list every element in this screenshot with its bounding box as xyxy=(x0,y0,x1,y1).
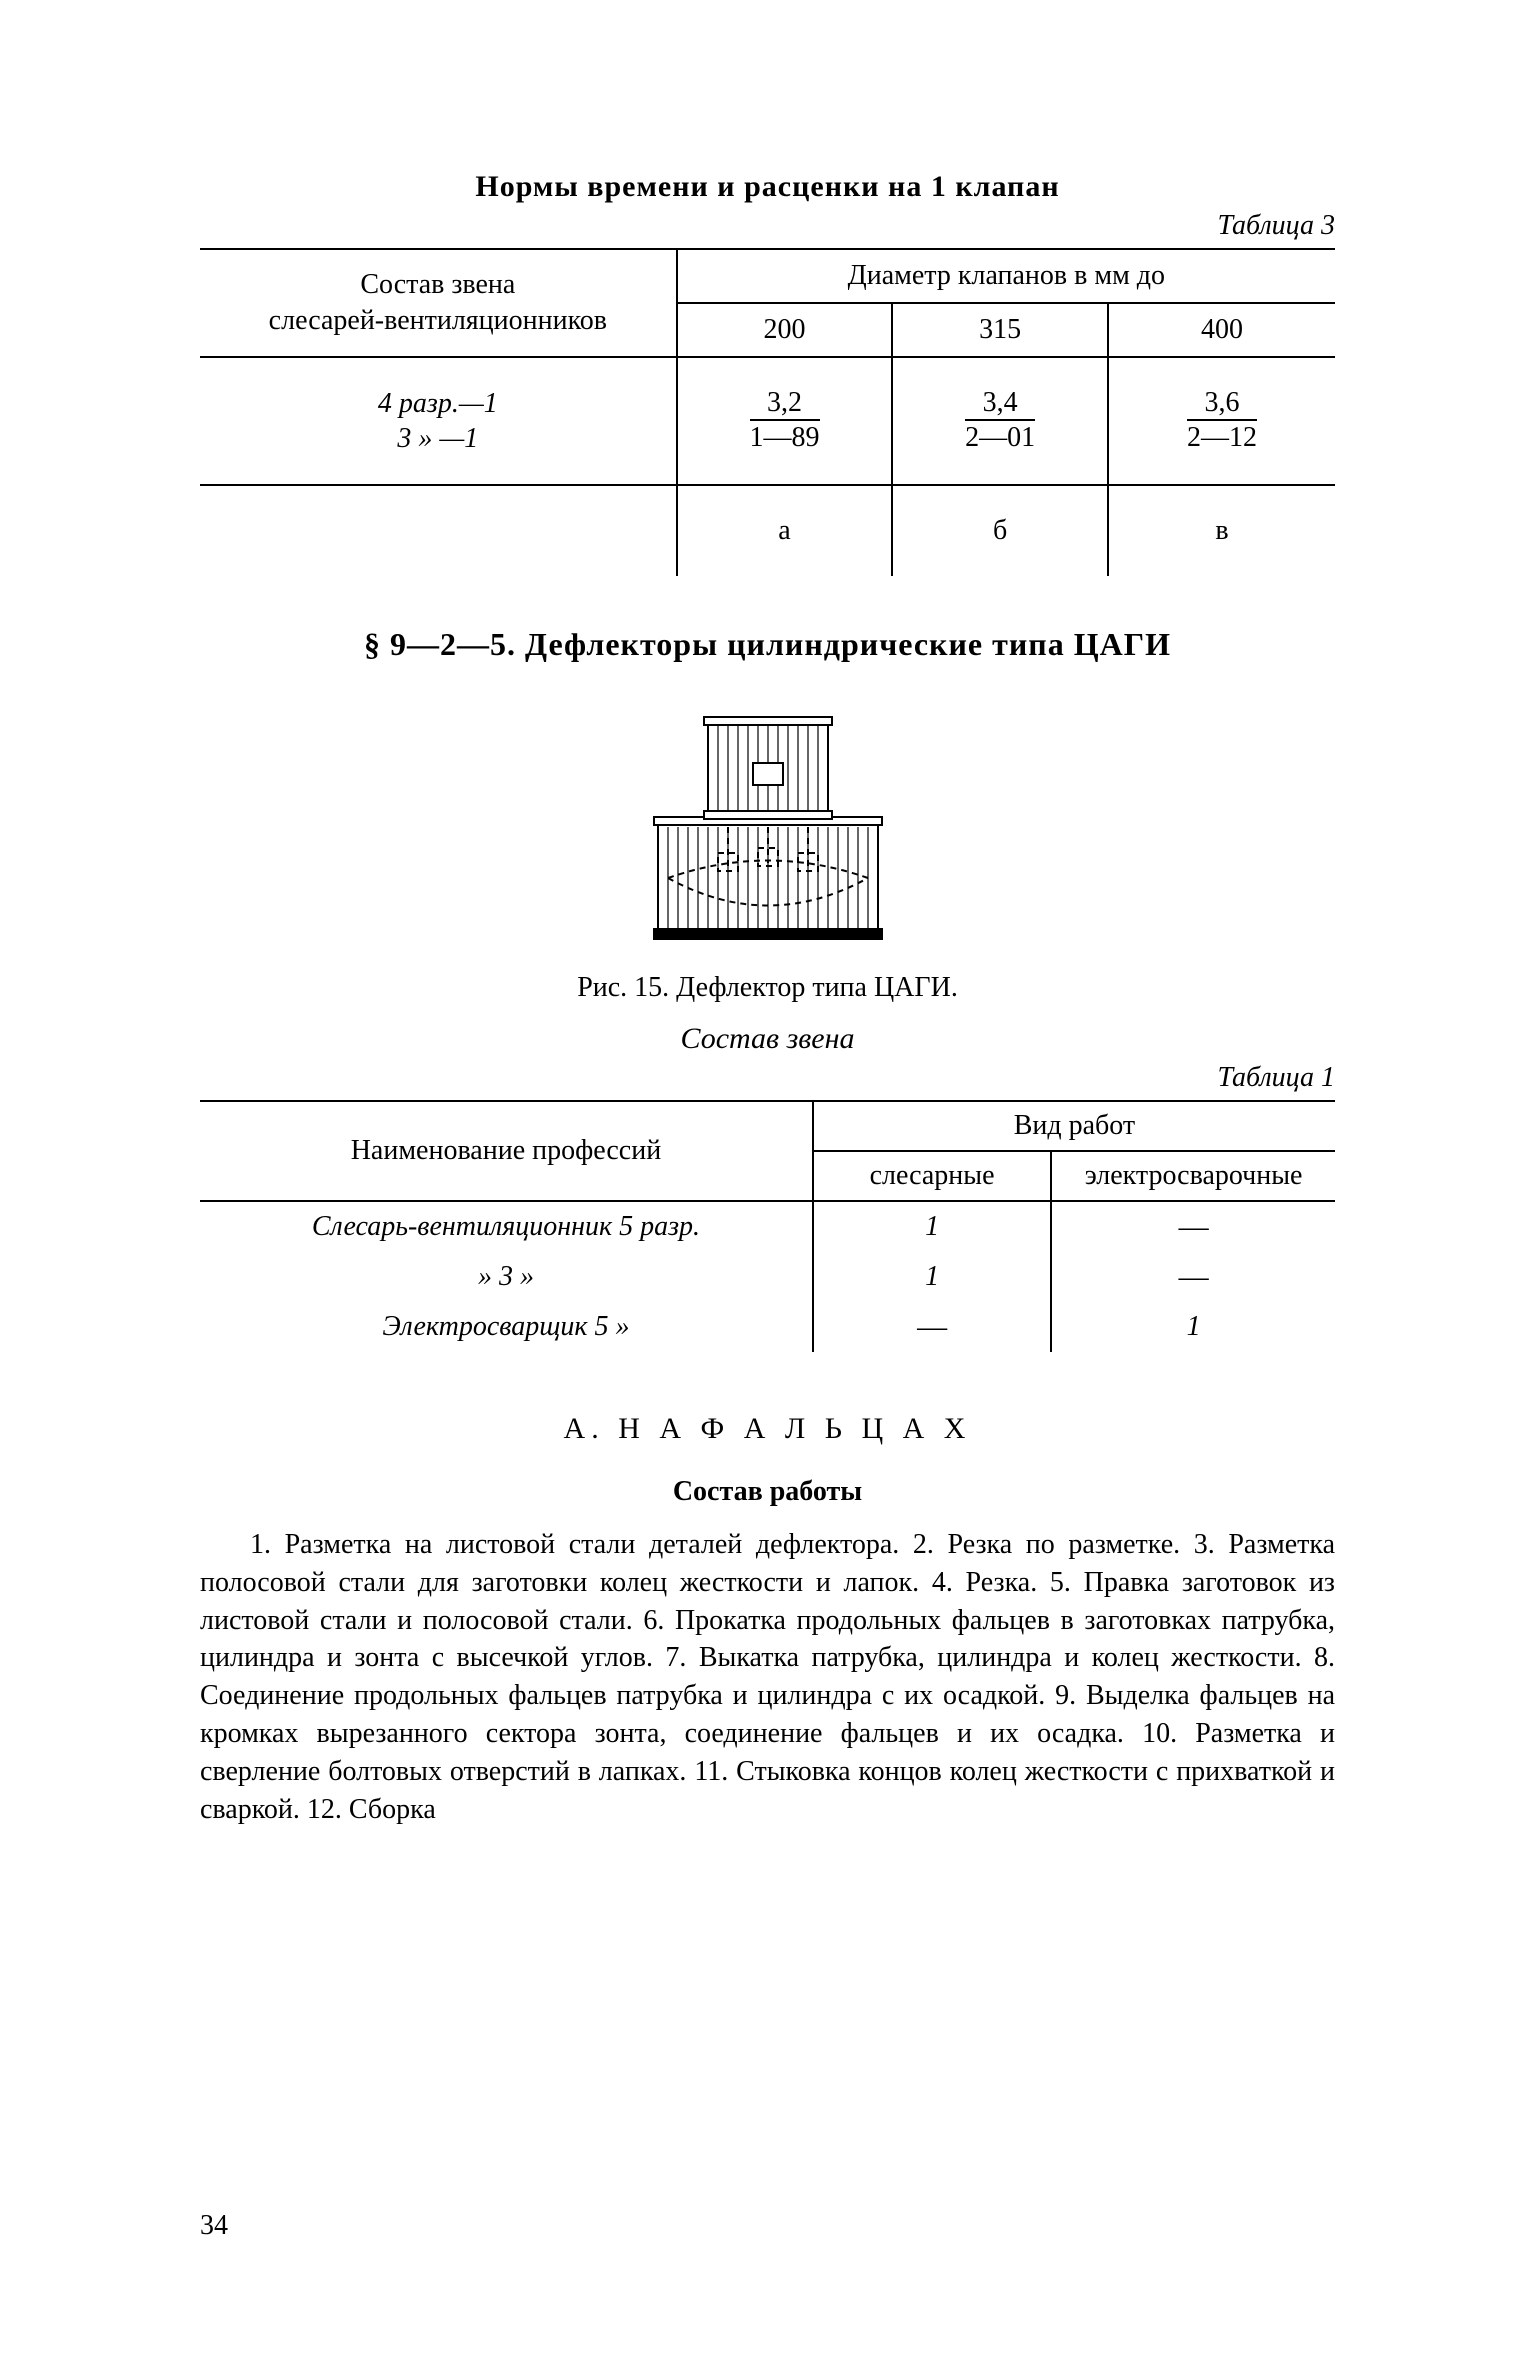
table1-row2-c2: 1 xyxy=(1051,1302,1335,1352)
table3-left-header-1: Состав звена xyxy=(360,269,515,300)
table3-value-0: 3,2 1—89 xyxy=(750,388,820,453)
deflector-icon xyxy=(618,693,918,953)
crew-heading: Состав звена xyxy=(200,1022,1335,1056)
table1-row0-c2: — xyxy=(1051,1201,1335,1252)
table3-right-header: Диаметр клапанов в мм до xyxy=(677,249,1335,303)
table3-col-400: 400 xyxy=(1108,303,1335,357)
page-number: 34 xyxy=(200,2210,228,2242)
figure-caption: Рис. 15. Дефлектор типа ЦАГИ. xyxy=(200,972,1335,1004)
table1-subcol-0: слесарные xyxy=(813,1151,1051,1201)
page-title: Нормы времени и расценки на 1 клапан xyxy=(200,170,1335,204)
table3-crew: 4 разр.—1 3 » —1 xyxy=(208,386,668,456)
table1-row1-name: » 3 » xyxy=(200,1252,813,1302)
table1-label: Таблица 1 xyxy=(200,1062,1335,1094)
section-heading: § 9—2—5. Дефлекторы цилиндрические типа … xyxy=(200,626,1335,663)
table1-row0-name: Слесарь-вентиляционник 5 разр. xyxy=(200,1201,813,1252)
table1-row2-c1: — xyxy=(813,1302,1051,1352)
table3-col-315: 315 xyxy=(892,303,1108,357)
table3-crew-line1: 4 разр.—1 xyxy=(378,388,498,419)
table3-footer-a: а xyxy=(677,485,893,576)
work-composition-text: 1. Разметка на листовой стали деталей де… xyxy=(200,1526,1335,1828)
table3-crew-line2: 3 » —1 xyxy=(397,423,478,454)
table3-footer-v: в xyxy=(1108,485,1335,576)
table1-left-header: Наименование профессий xyxy=(200,1101,813,1201)
figure-15 xyxy=(200,693,1335,958)
table3-col-200: 200 xyxy=(677,303,893,357)
table1-row1-c2: — xyxy=(1051,1252,1335,1302)
table3-label: Таблица 3 xyxy=(200,210,1335,242)
section-a-heading: А. Н А Ф А Л Ь Ц А Х xyxy=(200,1412,1335,1446)
table1-row1-c1: 1 xyxy=(813,1252,1051,1302)
work-composition-heading: Состав работы xyxy=(200,1476,1335,1508)
table3-value-2: 3,6 2—12 xyxy=(1187,388,1257,453)
table3-value-1: 3,4 2—01 xyxy=(965,388,1035,453)
table-1: Наименование профессий Вид работ слесарн… xyxy=(200,1100,1335,1352)
table1-subcol-1: электросварочные xyxy=(1051,1151,1335,1201)
table1-right-header: Вид работ xyxy=(813,1101,1335,1151)
table1-row0-c1: 1 xyxy=(813,1201,1051,1252)
table3-left-header-2: слесарей-вентиляционников xyxy=(269,305,607,336)
table1-row2-name: Электросварщик 5 » xyxy=(200,1302,813,1352)
table-3: Состав звена слесарей-вентиляционников Д… xyxy=(200,248,1335,576)
table3-footer-b: б xyxy=(892,485,1108,576)
